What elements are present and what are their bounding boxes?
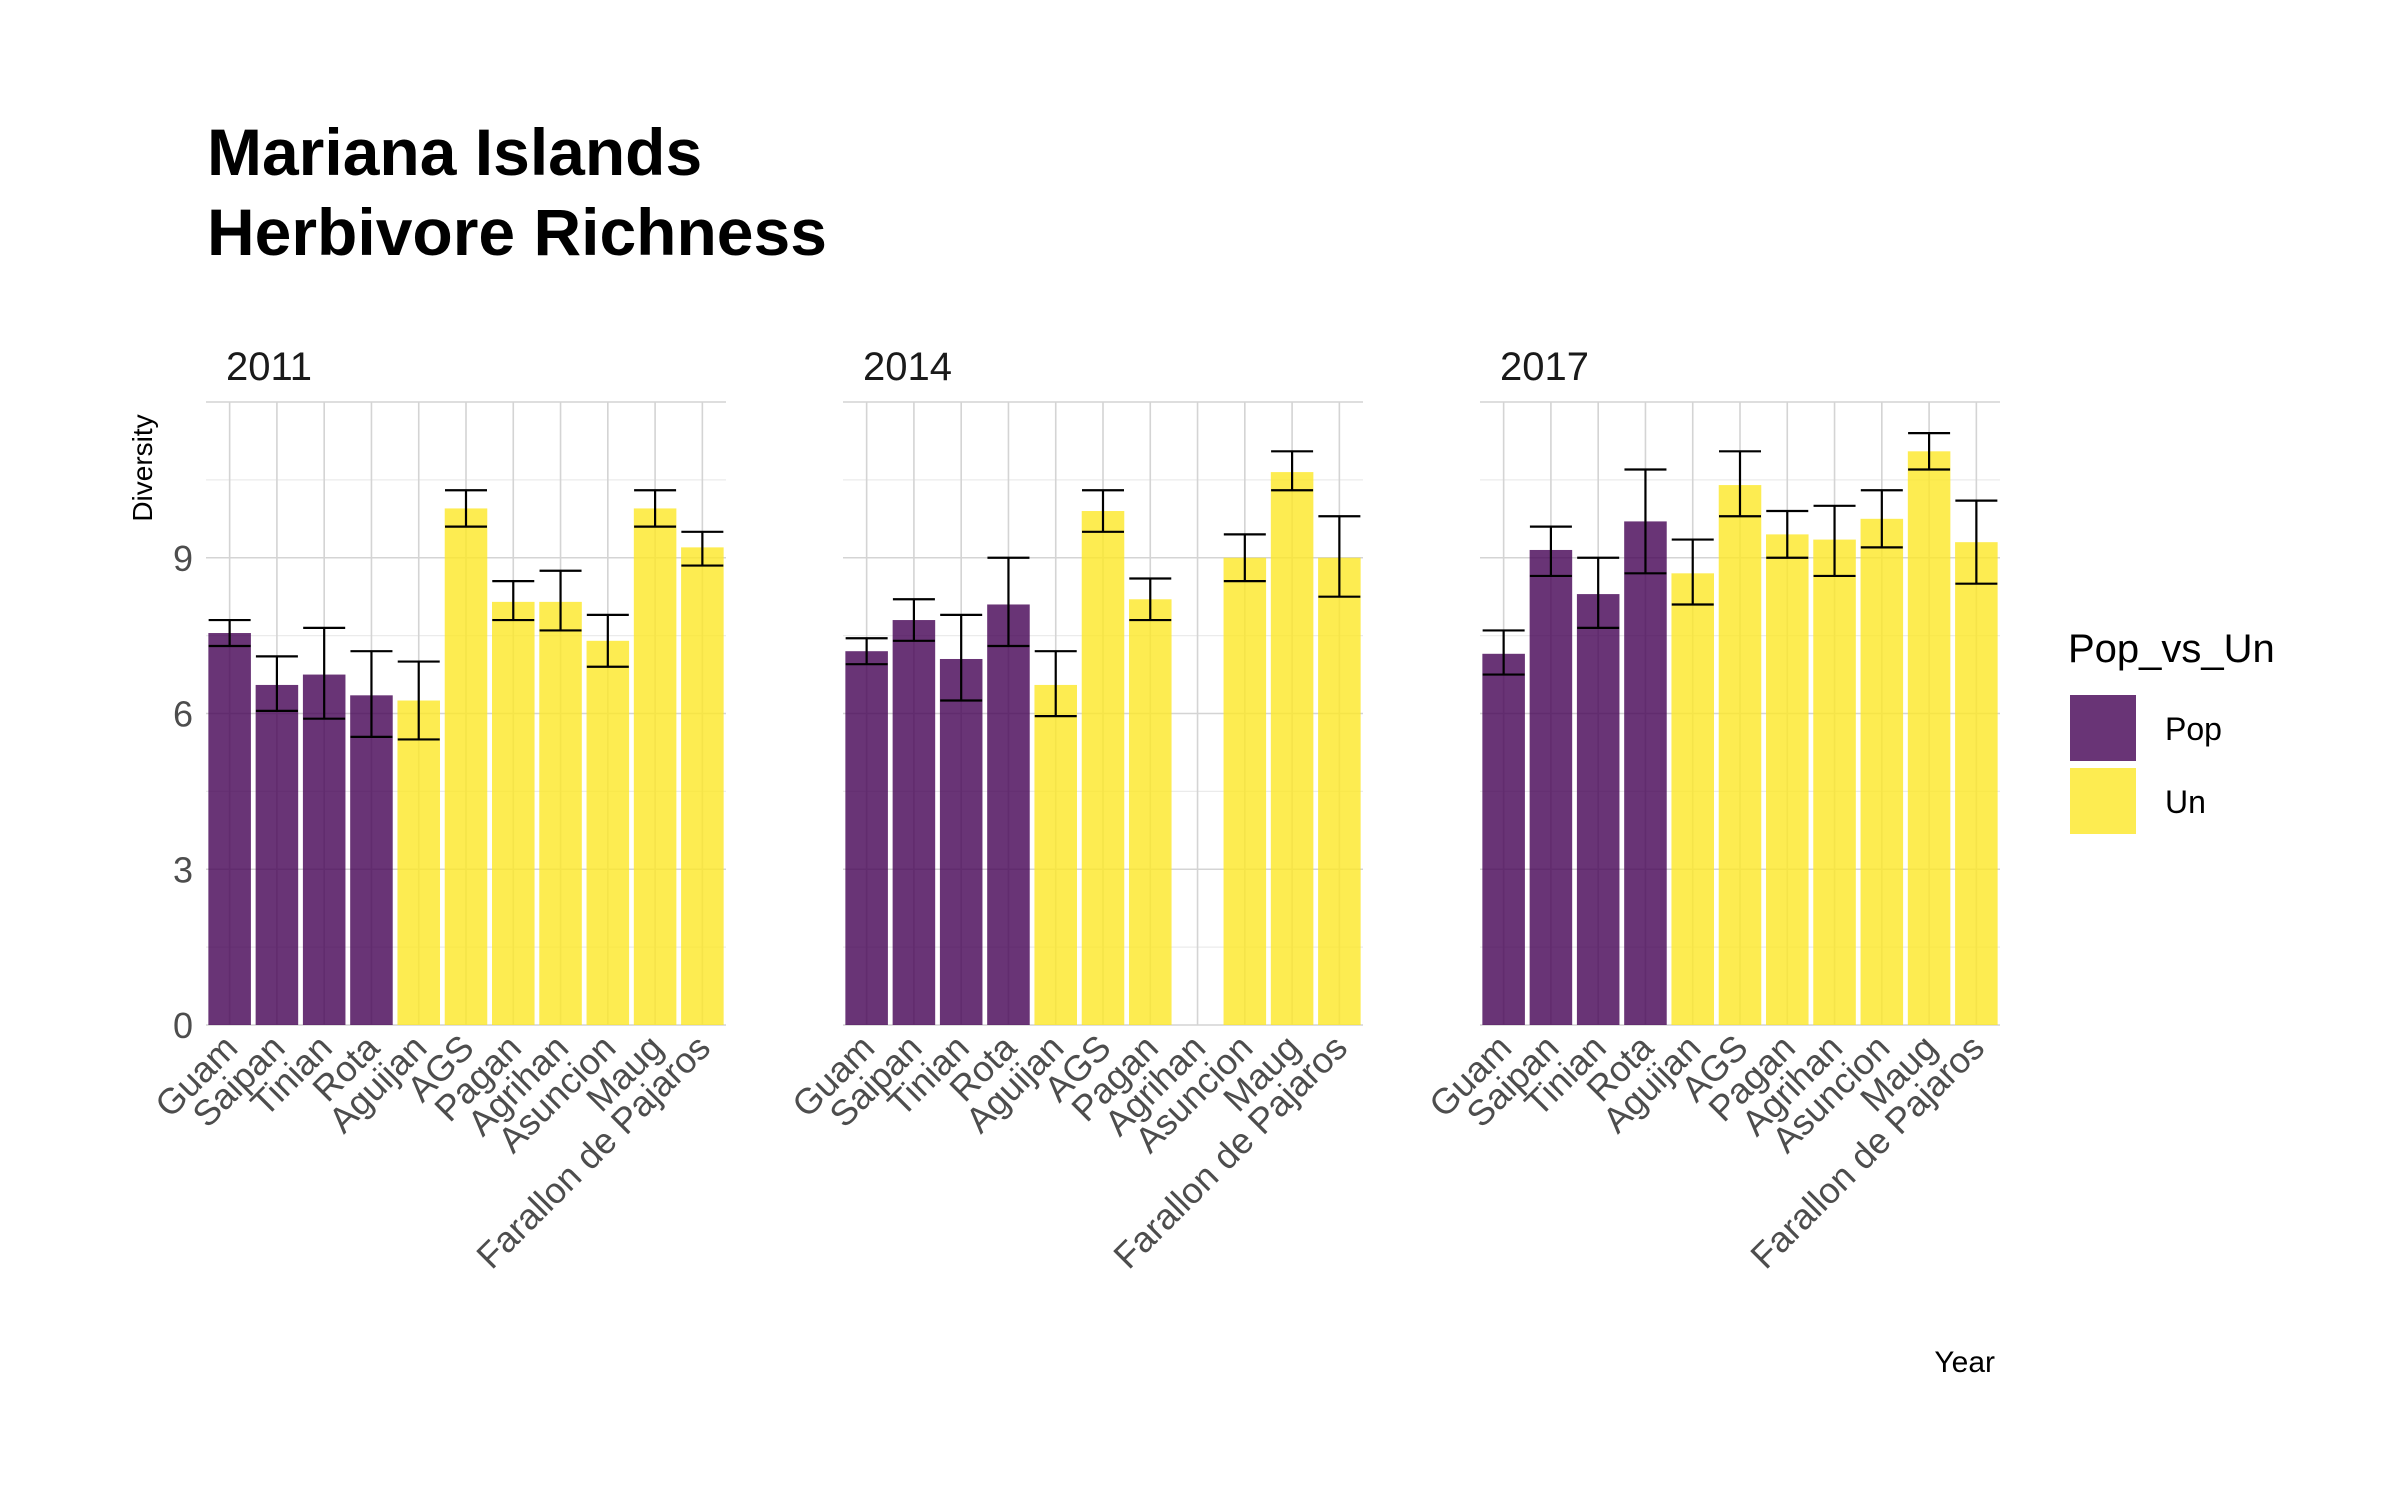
error-bar [1908,432,1951,471]
bar-2017-rota [1624,521,1667,1025]
bar-2017-aguijan [1671,573,1714,1025]
panel-label-2014: 2014 [863,345,952,389]
bar-2014-pagan [1129,599,1172,1025]
bar-2017-ags [1718,485,1762,1026]
error-bar [1318,515,1361,598]
bar-2014-guam [845,651,888,1025]
error-bar [634,489,677,528]
error-bar [1955,499,1998,585]
error-bar [1624,468,1667,575]
error-bar [303,626,346,720]
bar-2017-farallon-de-pajaros [1955,542,1998,1025]
panel-label-2017: 2017 [1500,345,1589,389]
bar-2011-agrihan [539,601,582,1025]
error-bar [1482,629,1525,676]
error-bar [539,569,582,632]
bar-2017-tinian [1576,594,1620,1025]
error-bar [397,660,440,741]
error-bar [445,489,487,528]
bar-2011-maug [633,508,677,1025]
bar-2017-agrihan [1813,539,1856,1025]
error-bar [350,650,393,738]
bar-2011-aguijan [397,700,440,1025]
legend-label-pop: Pop [2165,711,2222,747]
x-axis-title: Year [1934,1346,1995,1379]
bar-2017-saipan [1529,549,1573,1025]
error-bar [1034,650,1077,718]
y-tick-label: 9 [173,538,193,579]
bar-2017-maug [1907,451,1951,1026]
bar-2011-tinian [302,674,346,1025]
bar-2011-farallon-de-pajaros [681,547,724,1025]
error-bar [1129,577,1172,622]
error-bar [681,530,724,567]
error-bar [1577,556,1620,629]
bar-2014-maug [1270,472,1314,1025]
bar-2017-guam [1482,653,1525,1025]
bar-2011-saipan [255,684,299,1025]
chart-title-line-1: Mariana Islands [207,115,703,189]
error-bar [1860,489,1903,549]
bar-2011-rota [350,695,393,1025]
chart-title: Mariana Islands Herbivore Richness [207,112,827,272]
legend-title: Pop_vs_Un [2068,627,2275,671]
error-bar [845,637,888,666]
y-tick-label: 6 [173,694,193,735]
legend-swatch-un [2070,768,2136,834]
error-bar [1082,489,1124,533]
error-bar [1813,504,1856,578]
error-bar [987,556,1030,648]
error-bar [492,580,535,622]
bar-2014-tinian [939,658,983,1025]
error-bar [255,655,298,713]
bar-2011-guam [208,633,251,1025]
bar-2011-asuncion [586,640,630,1025]
bar-2011-pagan [492,601,535,1025]
legend-label-un: Un [2165,784,2206,820]
panel-label-2011: 2011 [226,345,312,389]
legend-swatch-pop [2070,695,2136,761]
error-bar [1671,538,1714,606]
bar-2011-ags [444,508,488,1025]
error-bar [1223,533,1266,583]
bar-2017-asuncion [1860,518,1904,1025]
error-bar [1529,525,1572,578]
error-bar [1719,450,1761,518]
bar-2014-rota [987,604,1030,1025]
bar-2014-saipan [892,620,936,1025]
y-tick-label: 3 [173,849,193,890]
bar-2014-ags [1081,511,1125,1025]
bar-2014-asuncion [1223,557,1267,1025]
bar-2017-pagan [1766,534,1809,1025]
y-tick-label: 0 [173,1005,193,1046]
error-bar [208,618,251,648]
bar-2014-aguijan [1034,684,1077,1025]
bar-2014-farallon-de-pajaros [1318,557,1361,1025]
error-bar [940,613,983,702]
error-bar [586,613,629,668]
error-bar [892,598,935,642]
y-axis-title: Diversity [127,414,158,521]
chart-title-line-2: Herbivore Richness [207,195,827,269]
error-bar [1271,450,1314,492]
error-bar [1766,509,1809,559]
